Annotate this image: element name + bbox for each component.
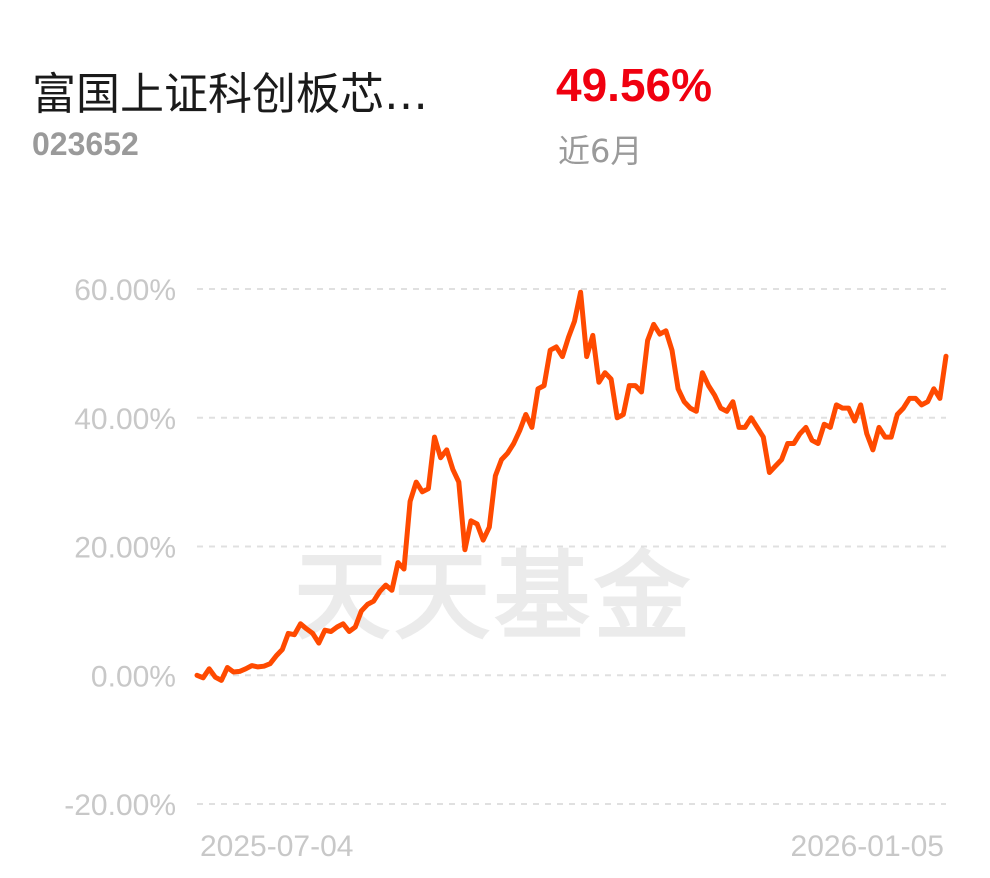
y-tick-label: 60.00% bbox=[74, 274, 176, 307]
series-line bbox=[194, 289, 949, 683]
x-tick-end: 2026-01-05 bbox=[791, 830, 944, 863]
fund-name: 富国上证科创板芯… bbox=[32, 69, 428, 120]
y-tick-label: 0.00% bbox=[91, 660, 176, 693]
y-tick-label: 40.00% bbox=[74, 403, 176, 436]
x-tick-start: 2025-07-04 bbox=[200, 830, 353, 863]
y-tick-label: 20.00% bbox=[74, 532, 176, 565]
watermark: 天天基金 bbox=[294, 541, 694, 653]
period-label: 近6月 bbox=[558, 132, 643, 170]
return-value: 49.56% bbox=[556, 59, 713, 111]
y-axis-ticks: 60.00% 40.00% 20.00% 0.00% -20.00% bbox=[64, 274, 176, 822]
grid-lines bbox=[197, 288, 946, 805]
y-tick-label: -20.00% bbox=[64, 789, 176, 822]
fund-code: 023652 bbox=[32, 126, 139, 162]
